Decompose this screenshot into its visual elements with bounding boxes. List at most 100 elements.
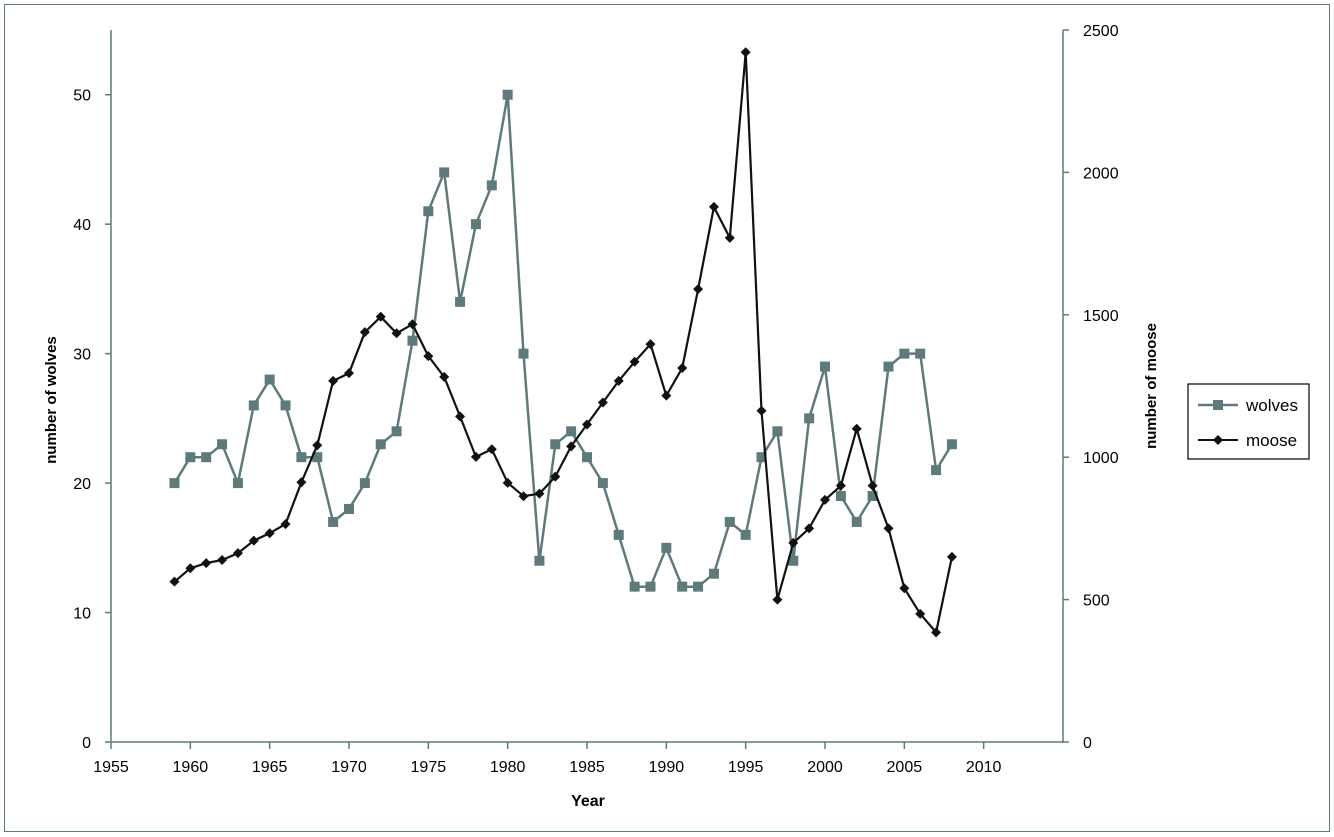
moose-point — [597, 397, 608, 408]
wolves-point — [724, 516, 735, 527]
moose-point — [915, 608, 926, 619]
y-right-tick-label: 2500 — [1083, 23, 1119, 40]
y-right-tick-label: 1000 — [1083, 450, 1119, 467]
wolves-point — [312, 452, 323, 463]
wolves-point — [455, 296, 466, 307]
wolves-point — [391, 426, 402, 437]
moose-point — [264, 528, 275, 539]
wolves-point — [851, 516, 862, 527]
moose-point — [582, 419, 592, 430]
y-left-tick-label: 0 — [82, 735, 91, 752]
moose-point — [629, 356, 640, 367]
wolves-point — [423, 206, 434, 217]
moose-point — [375, 311, 386, 322]
wolves-point — [804, 413, 815, 424]
moose-point — [835, 480, 846, 491]
wolves-point — [772, 426, 783, 437]
moose-point — [201, 558, 212, 569]
y-right-tick-label: 500 — [1083, 593, 1110, 610]
x-tick-label: 1970 — [331, 759, 367, 776]
moose-point — [232, 548, 243, 559]
x-axis-label: Year — [571, 793, 605, 810]
y-left-tick-label: 50 — [73, 88, 91, 105]
moose-point — [455, 411, 466, 422]
wolves-point — [629, 581, 640, 592]
moose-point — [740, 47, 751, 58]
wolves-point — [835, 491, 846, 502]
moose-point — [217, 555, 228, 566]
moose-point — [883, 523, 894, 534]
wolves-point — [693, 581, 704, 592]
moose-line — [173, 51, 953, 634]
x-tick-label: 2000 — [807, 759, 843, 776]
moose-point — [534, 488, 545, 499]
y-left-tick-label: 40 — [73, 217, 91, 234]
wolves-point — [788, 555, 799, 566]
wolves-point — [217, 439, 228, 450]
x-tick-label: 1995 — [728, 759, 764, 776]
moose-point — [486, 444, 497, 455]
wolves-point — [708, 568, 719, 579]
legend: wolves moose — [1187, 383, 1310, 460]
moose-point — [550, 471, 561, 482]
moose-point — [613, 375, 624, 386]
legend-wolves-marker — [1213, 400, 1223, 410]
y-left-tick-label: 20 — [73, 476, 91, 493]
wolves-point — [677, 581, 688, 592]
moose-point — [661, 390, 672, 401]
x-tick-label: 2005 — [887, 759, 923, 776]
x-tick-label: 1955 — [93, 759, 129, 776]
wolves-point — [264, 374, 275, 385]
x-tick-label: 1960 — [173, 759, 209, 776]
wolves-point — [518, 348, 529, 359]
wolves-point — [899, 348, 910, 359]
moose-point — [169, 576, 180, 587]
wolves-point — [280, 400, 291, 411]
wolves-point — [597, 478, 608, 489]
wolves-point — [169, 478, 180, 489]
wolves-point — [534, 555, 545, 566]
wolves-point — [248, 400, 259, 411]
moose-point — [439, 371, 450, 382]
wolves-point — [661, 542, 672, 553]
moose-point — [502, 477, 513, 488]
wolves-point — [915, 348, 926, 359]
wolves-point — [344, 503, 354, 514]
moose-point — [931, 627, 942, 638]
x-tick-label: 2010 — [966, 759, 1002, 776]
y-right-tick-label: 2000 — [1083, 165, 1119, 182]
wolves-point — [232, 478, 243, 489]
wolves-point — [439, 167, 450, 178]
y-axis-label-right: number of moose — [1143, 323, 1160, 449]
moose-point — [851, 423, 862, 434]
legend-moose-marker — [1213, 435, 1223, 445]
wolves-point — [375, 439, 386, 450]
wolves-point — [502, 89, 513, 100]
moose-point — [867, 480, 878, 491]
x-tick-label: 1990 — [649, 759, 685, 776]
moose-point — [645, 339, 656, 350]
moose-point — [248, 535, 259, 546]
x-tick-label: 1985 — [569, 759, 605, 776]
moose-point — [518, 491, 529, 502]
wolves-point — [470, 219, 481, 230]
wolves-point — [296, 452, 307, 463]
moose-point — [296, 477, 307, 488]
series-wolves — [169, 89, 957, 592]
wolves-point — [201, 452, 212, 463]
moose-point — [756, 405, 767, 416]
x-tick-label: 1965 — [252, 759, 288, 776]
legend-box — [1187, 383, 1310, 460]
x-tick-label: 1980 — [490, 759, 526, 776]
moose-point — [724, 232, 735, 243]
legend-wolves-label: wolves — [1245, 396, 1298, 415]
moose-point — [804, 523, 815, 534]
moose-point — [693, 284, 704, 295]
chart-frame — [4, 4, 1330, 832]
wolves-point — [566, 426, 577, 437]
moose-point — [772, 594, 783, 605]
wolves-point — [740, 529, 751, 540]
moose-point — [788, 537, 799, 548]
moose-point — [566, 441, 577, 452]
wolves-line — [173, 93, 953, 588]
